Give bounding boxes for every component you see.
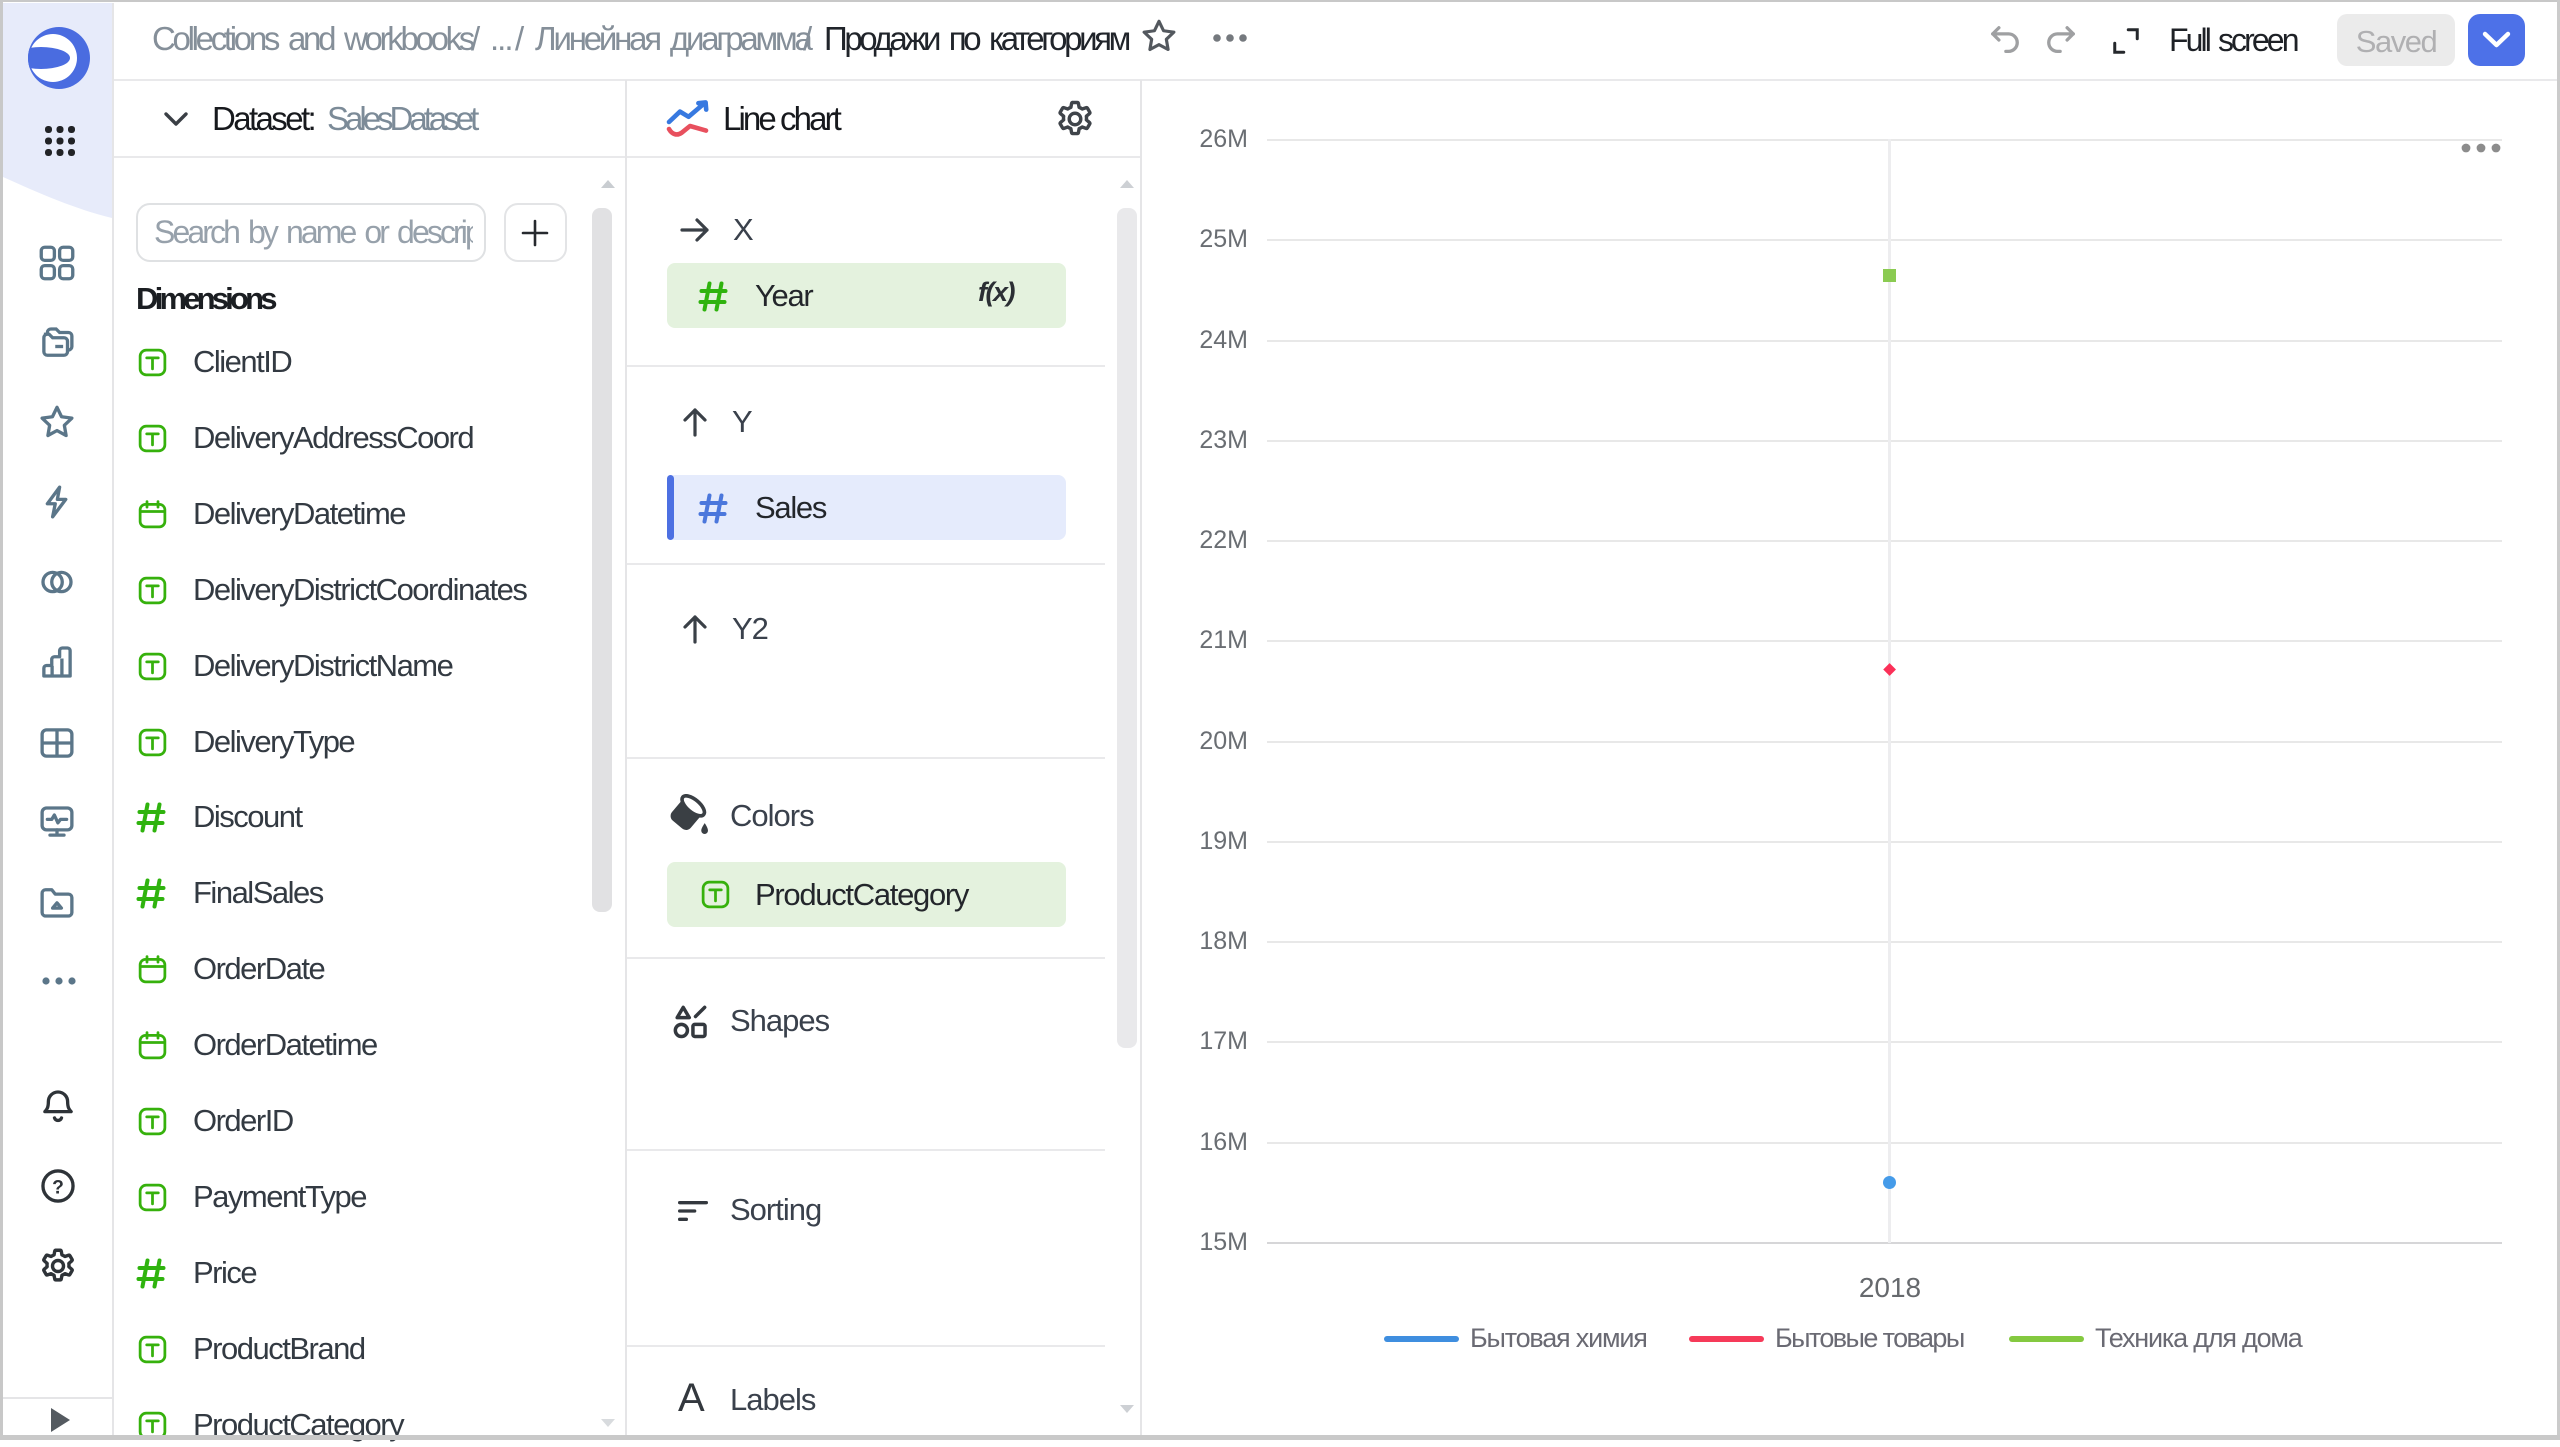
svg-text:?: ? <box>52 1177 64 1198</box>
